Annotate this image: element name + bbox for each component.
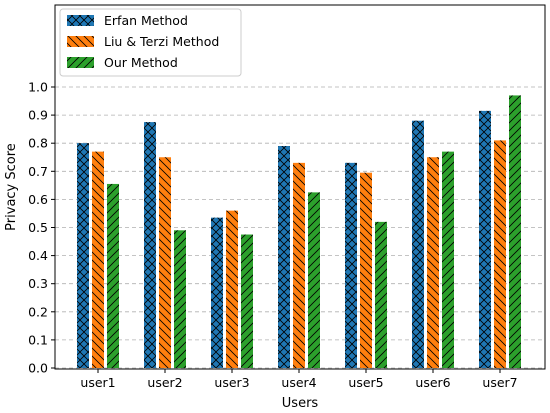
bar-hatch bbox=[427, 157, 439, 368]
y-tick-label: 1.0 bbox=[28, 80, 48, 95]
bar-hatch bbox=[77, 143, 89, 368]
y-axis-ticks: 0.0 0.1 0.2 0.3 0.4 0.5 0.6 0.7 0.8 0.9 1.0 bbox=[28, 80, 55, 376]
legend: Erfan Method Liu & Terzi Method Our Method bbox=[59, 8, 242, 77]
x-tick-label: user1 bbox=[80, 375, 115, 390]
legend-swatch-hatch bbox=[67, 57, 94, 68]
y-tick-label: 0.0 bbox=[28, 361, 48, 376]
legend-label: Liu & Terzi Method bbox=[104, 34, 219, 49]
bar-hatch bbox=[293, 162, 305, 368]
bars bbox=[77, 95, 521, 369]
y-tick-label: 0.7 bbox=[28, 164, 48, 179]
x-tick-label: user6 bbox=[415, 375, 450, 390]
legend-label: Our Method bbox=[104, 55, 178, 70]
legend-swatch-hatch bbox=[67, 36, 94, 47]
y-tick-label: 0.8 bbox=[28, 136, 48, 151]
y-tick-label: 0.9 bbox=[28, 108, 48, 123]
bar-hatch bbox=[442, 151, 454, 368]
y-tick-label: 0.5 bbox=[28, 220, 48, 235]
bar-hatch bbox=[159, 157, 171, 368]
x-tick-label: user4 bbox=[281, 375, 316, 390]
x-tick-label: user5 bbox=[348, 375, 383, 390]
y-tick-label: 0.1 bbox=[28, 332, 48, 347]
x-axis-ticks: user1 user2 user3 user4 user5 user6 user7 bbox=[80, 369, 518, 390]
bar-hatch bbox=[241, 234, 253, 368]
bar-hatch bbox=[494, 140, 506, 368]
bar-hatch bbox=[226, 210, 238, 368]
bar-hatch bbox=[375, 221, 387, 368]
bar-hatch bbox=[107, 183, 119, 368]
bar-hatch bbox=[345, 162, 357, 368]
legend-label: Erfan Method bbox=[104, 13, 188, 28]
x-tick-label: user7 bbox=[482, 375, 517, 390]
x-axis-label: Users bbox=[282, 396, 319, 409]
bar-hatch bbox=[360, 172, 372, 368]
y-tick-label: 0.3 bbox=[28, 276, 48, 291]
y-tick-label: 0.4 bbox=[28, 248, 48, 263]
bar-hatch bbox=[509, 95, 521, 369]
x-tick-label: user3 bbox=[214, 375, 249, 390]
y-axis-label: Privacy Score bbox=[4, 143, 19, 231]
y-tick-label: 0.6 bbox=[28, 192, 48, 207]
legend-box bbox=[59, 8, 242, 77]
bar-hatch bbox=[174, 230, 186, 368]
legend-swatch-hatch bbox=[67, 15, 94, 26]
bar-hatch bbox=[144, 122, 156, 368]
bar-hatch bbox=[211, 217, 223, 368]
x-tick-label: user2 bbox=[147, 375, 182, 390]
bar-hatch bbox=[92, 151, 104, 368]
plot-frame bbox=[54, 4, 546, 370]
bar-hatch bbox=[479, 110, 491, 368]
y-tick-label: 0.2 bbox=[28, 304, 48, 319]
bar-hatch bbox=[412, 120, 424, 368]
bar-hatch bbox=[278, 146, 290, 368]
bar-hatch bbox=[308, 192, 320, 368]
